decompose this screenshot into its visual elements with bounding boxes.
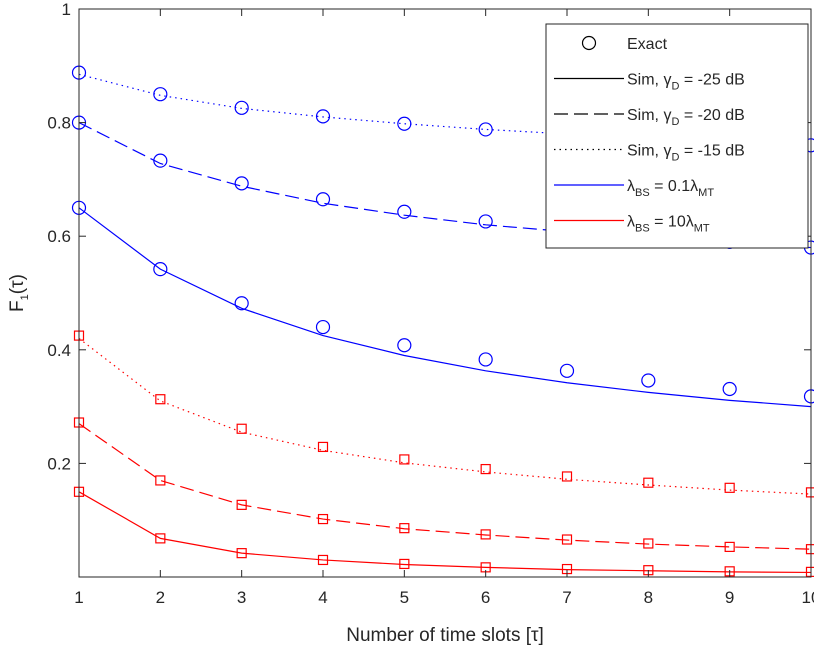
series-line-1: [78, 207, 812, 408]
data-point-square-s6-5: [399, 454, 410, 465]
legend-item-3: Sim, γD = -20 dB: [554, 107, 745, 128]
y-tick-label-0.6: 0.6: [47, 227, 71, 246]
data-point-square-s6-6: [480, 463, 491, 475]
x-tick-label-7: 7: [562, 588, 571, 607]
series-6: [73, 330, 814, 498]
legend-item-2: Sim, γD = -25 dB: [554, 72, 745, 93]
x-tick-label-1: 1: [74, 588, 83, 607]
data-point-circle-s1-3: [234, 296, 249, 311]
x-tick-label-2: 2: [156, 588, 165, 607]
legend-item-5: λBS = 0.1λMT: [554, 178, 714, 199]
legend-label-part: = -15 dB: [679, 143, 744, 160]
legend-label-part: = -20 dB: [679, 107, 744, 124]
legend-label-5: λBS = 0.1λMT: [627, 178, 714, 199]
data-point-circle-s3-2: [153, 87, 168, 102]
x-tick-label-5: 5: [400, 588, 409, 607]
series-line-5: [78, 423, 812, 550]
x-tick-label-6: 6: [481, 588, 490, 607]
legend-label-sub: BS: [635, 187, 650, 199]
legend-label-sub: MT: [694, 223, 710, 235]
data-point-circle-s1-9: [722, 381, 737, 397]
x-tick-label-9: 9: [725, 588, 734, 607]
data-point-square-s6-3: [236, 423, 247, 434]
data-point-square-s5-3: [236, 499, 247, 510]
data-point-square-s5-5: [399, 523, 410, 534]
legend-label-sub: BS: [635, 223, 650, 235]
data-point-circle-s1-4: [315, 319, 331, 335]
x-axis-label: Number of time slots [τ]: [346, 625, 544, 646]
data-point-square-s4-4: [317, 554, 329, 566]
y-axis-label-arg: (τ): [7, 274, 28, 294]
data-point-circle-s1-8: [641, 373, 656, 388]
data-point-square-s5-8: [643, 538, 654, 549]
axes-frame: [78, 8, 812, 578]
data-point-square-s5-4: [317, 513, 329, 525]
legend-label-2: Sim, γD = -25 dB: [627, 72, 745, 93]
legend-label-part: = 0.1λ: [650, 178, 698, 195]
data-point-circle-s2-4: [315, 192, 331, 207]
legend-label-sub: D: [671, 81, 679, 93]
x-tick-label-4: 4: [318, 588, 327, 607]
data-point-circle-s1-7: [559, 363, 575, 378]
data-point-circle-s3-5: [397, 116, 412, 131]
legend-label-6: λBS = 10λMT: [627, 214, 710, 235]
x-tick-label-3: 3: [237, 588, 246, 607]
data-point-circle-s2-5: [397, 204, 412, 219]
legend-label-part: Sim, γ: [627, 143, 671, 160]
data-point-square-s4-3: [236, 548, 247, 559]
data-point-square-s6-8: [643, 477, 654, 488]
legend-label-sub: D: [671, 116, 679, 128]
data-point-square-s5-9: [724, 541, 735, 552]
data-point-circle-s2-6: [478, 214, 493, 229]
series-layer: [71, 65, 814, 577]
legend-label-part: = 10λ: [650, 214, 694, 231]
data-point-circle-s2-3: [234, 176, 249, 191]
data-point-square-s5-2: [155, 475, 166, 486]
data-point-square-s6-4: [317, 441, 329, 453]
y-tick-label-0.4: 0.4: [47, 341, 71, 360]
legend-label-part: = -25 dB: [679, 72, 744, 89]
legend-label-part: λ: [627, 178, 635, 195]
x-tick-label-10: 10: [802, 588, 814, 607]
data-point-square-s6-2: [155, 394, 166, 405]
y-axis-label-main: F: [7, 300, 28, 312]
legend-label-part: Sim, γ: [627, 107, 671, 124]
data-point-square-s4-2: [155, 533, 166, 544]
y-axis-label: F1(τ): [7, 274, 31, 312]
series-line-6: [78, 337, 812, 495]
axes-layer: 1 2 3 4 5 6 7 8 9 10 0.2 0.4 0.6 0.8 1 Number of time s…: [7, 0, 814, 646]
data-point-square-s6-9: [724, 482, 735, 493]
data-point-circle-s1-5: [397, 338, 412, 353]
data-point-circle-s1-6: [478, 352, 493, 367]
data-point-square-s6-7: [561, 471, 573, 482]
data-point-circle-s3-6: [478, 122, 493, 137]
data-point-circle-s3-3: [234, 100, 249, 115]
x-tick-label-8: 8: [644, 588, 653, 607]
legend-label-4: Sim, γD = -15 dB: [627, 143, 745, 164]
legend-item-1: Exact: [581, 35, 668, 53]
legend-item-6: λBS = 10λMT: [554, 214, 710, 235]
series-line-4: [78, 491, 812, 574]
data-point-square-s5-6: [480, 529, 491, 540]
legend-item-4: Sim, γD = -15 dB: [554, 143, 745, 164]
legend-label-1: Exact: [627, 36, 668, 53]
y-axis-label-sub: 1: [19, 294, 31, 300]
y-tick-label-0.8: 0.8: [47, 114, 71, 133]
data-point-square-s5-7: [561, 534, 573, 545]
y-tick-label-0.2: 0.2: [47, 454, 71, 473]
legend-label-sub: D: [671, 152, 679, 164]
data-point-circle-s2-2: [153, 153, 168, 168]
legend-symbol-circle-1: [581, 35, 597, 51]
data-point-square-s4-5: [399, 558, 410, 570]
legend-label-3: Sim, γD = -20 dB: [627, 107, 745, 128]
legend-label-part: λ: [627, 214, 635, 231]
legend-label-sub: MT: [698, 187, 714, 199]
data-point-circle-s3-4: [315, 109, 331, 124]
legend-label-part: Sim, γ: [627, 72, 671, 89]
legend-box: [545, 23, 809, 249]
data-point-circle-s1-2: [153, 262, 168, 277]
y-tick-label-1: 1: [62, 0, 71, 19]
